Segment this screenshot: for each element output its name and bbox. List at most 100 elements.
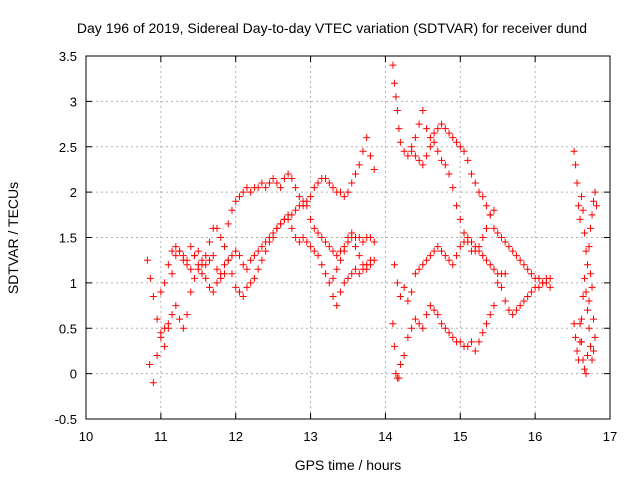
data-point bbox=[318, 261, 326, 269]
data-point bbox=[415, 320, 423, 328]
data-point bbox=[310, 247, 318, 255]
data-point bbox=[329, 274, 337, 282]
data-point bbox=[355, 270, 363, 278]
data-point bbox=[168, 270, 176, 278]
data-point bbox=[582, 370, 590, 378]
data-point bbox=[404, 297, 412, 305]
data-point bbox=[337, 256, 345, 264]
data-point bbox=[438, 320, 446, 328]
data-point bbox=[307, 243, 315, 251]
data-point bbox=[546, 274, 554, 282]
data-point bbox=[206, 283, 214, 291]
data-point bbox=[579, 292, 587, 300]
data-point bbox=[400, 283, 408, 291]
y-tick-label: -0.5 bbox=[55, 412, 77, 427]
data-point bbox=[475, 338, 483, 346]
data-point bbox=[430, 129, 438, 137]
data-point bbox=[161, 279, 169, 287]
data-point bbox=[468, 338, 476, 346]
data-point bbox=[570, 320, 578, 328]
y-tick-label: 0.5 bbox=[59, 321, 77, 336]
data-point bbox=[370, 238, 378, 246]
data-point bbox=[299, 234, 307, 241]
data-point bbox=[479, 193, 487, 201]
data-point bbox=[273, 224, 281, 232]
data-point bbox=[213, 265, 221, 273]
data-point bbox=[449, 134, 457, 142]
data-point bbox=[183, 311, 191, 319]
data-point bbox=[389, 320, 397, 328]
data-point bbox=[187, 243, 195, 251]
data-point bbox=[269, 175, 277, 183]
data-point bbox=[471, 179, 479, 187]
data-point bbox=[581, 274, 589, 282]
data-point bbox=[314, 229, 322, 237]
data-point bbox=[486, 211, 494, 219]
data-point bbox=[512, 306, 520, 314]
x-tick-label: 15 bbox=[453, 429, 467, 444]
data-point bbox=[576, 215, 584, 223]
data-point bbox=[434, 147, 442, 155]
data-point bbox=[209, 252, 217, 260]
data-point bbox=[322, 175, 330, 183]
data-point bbox=[419, 106, 427, 114]
data-point bbox=[392, 93, 400, 101]
data-point bbox=[277, 184, 285, 192]
data-point bbox=[359, 261, 367, 269]
data-point bbox=[581, 229, 589, 237]
data-point bbox=[340, 279, 348, 287]
data-point bbox=[501, 270, 509, 278]
data-point bbox=[310, 184, 318, 192]
data-point bbox=[247, 279, 255, 287]
data-point bbox=[434, 125, 442, 133]
data-point bbox=[299, 197, 307, 205]
data-point bbox=[572, 333, 580, 341]
x-tick-labels: 10 11 12 13 14 15 16 17 bbox=[79, 429, 617, 444]
data-point bbox=[490, 265, 498, 273]
data-point bbox=[396, 138, 404, 146]
data-point bbox=[265, 238, 273, 246]
data-point bbox=[340, 247, 348, 255]
data-point bbox=[456, 143, 464, 151]
data-point bbox=[254, 265, 262, 273]
data-point bbox=[344, 274, 352, 282]
data-point bbox=[581, 365, 589, 373]
data-point bbox=[430, 247, 438, 255]
data-point bbox=[143, 256, 151, 264]
data-point bbox=[337, 288, 345, 296]
data-point bbox=[578, 338, 586, 346]
data-point bbox=[363, 265, 371, 273]
data-point bbox=[366, 261, 374, 269]
data-point bbox=[579, 356, 587, 364]
data-point bbox=[172, 243, 180, 251]
data-point bbox=[164, 261, 172, 269]
data-point bbox=[168, 247, 176, 255]
data-point bbox=[228, 252, 236, 260]
data-point bbox=[243, 283, 251, 291]
data-point bbox=[582, 288, 590, 296]
data-point bbox=[187, 288, 195, 296]
data-point bbox=[445, 129, 453, 137]
data-point bbox=[584, 261, 592, 269]
data-point bbox=[194, 247, 202, 255]
data-point bbox=[426, 252, 434, 260]
data-point bbox=[579, 206, 587, 214]
data-point bbox=[587, 342, 595, 350]
data-point bbox=[355, 252, 363, 260]
data-point bbox=[247, 256, 255, 264]
data-point bbox=[235, 288, 243, 296]
data-point bbox=[535, 274, 543, 282]
data-point bbox=[224, 220, 232, 228]
data-point bbox=[438, 120, 446, 128]
data-point bbox=[194, 261, 202, 269]
data-point bbox=[337, 188, 345, 196]
data-point bbox=[355, 161, 363, 169]
data-point bbox=[456, 338, 464, 346]
data-point bbox=[235, 193, 243, 201]
data-point bbox=[430, 138, 438, 146]
data-point bbox=[546, 283, 554, 291]
data-point bbox=[209, 288, 217, 296]
data-point bbox=[408, 324, 416, 332]
data-point bbox=[505, 306, 513, 314]
data-point bbox=[390, 342, 398, 350]
